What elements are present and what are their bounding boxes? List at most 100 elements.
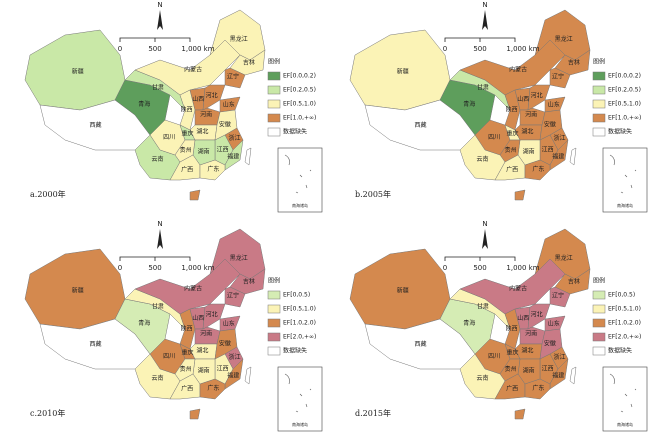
legend-swatch — [267, 304, 281, 314]
province-label: 吉林 — [568, 278, 580, 286]
legend-label: EF[0.5,1.0) — [283, 306, 316, 313]
province-label: 陕西 — [506, 325, 518, 333]
province-label: 新疆 — [397, 287, 409, 295]
province-label: 福建 — [227, 153, 239, 161]
inset-islands — [609, 154, 637, 194]
province-label: 四川 — [163, 134, 175, 141]
scale-bar — [119, 37, 191, 42]
province-label: 浙江 — [553, 353, 565, 361]
legend-label: EF[0,0.5) — [283, 292, 310, 299]
legend-label: EF[2.0,+∞) — [608, 334, 641, 341]
province-label: 湖北 — [521, 128, 533, 136]
province-label: 青海 — [463, 319, 475, 327]
province — [134, 258, 241, 315]
province-label: 广东 — [207, 384, 219, 392]
inset-islands — [284, 373, 312, 413]
province-label: 山西 — [192, 95, 204, 103]
province-label: 内蒙古 — [184, 285, 202, 293]
inset-islands — [284, 154, 312, 194]
province-label: 山西 — [517, 314, 529, 322]
province-label: 广西 — [181, 166, 193, 174]
province-label: 四川 — [488, 134, 500, 141]
province-label: 重庆 — [506, 348, 518, 356]
province-label: 河北 — [531, 92, 543, 100]
province — [524, 378, 551, 400]
province-label: 江西 — [217, 147, 229, 154]
province-label: 黑龙江 — [555, 35, 573, 43]
province-label: 贵州 — [505, 365, 517, 373]
province-label: 云南 — [476, 155, 488, 163]
province-label: 湖北 — [196, 347, 208, 355]
province — [549, 358, 569, 390]
legend-label: EF[0.5,1.0) — [283, 101, 316, 108]
north-label: N — [157, 220, 162, 228]
province-label: 福建 — [227, 372, 239, 380]
legend-label: EF[1.0,2.0) — [608, 320, 641, 327]
legend-swatch — [267, 99, 281, 109]
legend-swatch — [592, 346, 606, 356]
province — [549, 67, 571, 89]
province-label: 安徽 — [219, 121, 231, 129]
province-label: 新疆 — [397, 68, 409, 76]
legend-swatch — [267, 332, 281, 342]
province-label: 甘肃 — [477, 302, 489, 310]
inset-label: 南海诸岛 — [617, 421, 633, 427]
legend-label: EF[1.0,+∞) — [608, 115, 641, 122]
legend-label: EF[0.2,0.5) — [608, 87, 641, 94]
legend-label: EF[0.0,0.2) — [283, 73, 316, 80]
legend-swatch — [592, 290, 606, 300]
province-label: 陕西 — [181, 325, 193, 333]
province-label: 黑龙江 — [230, 35, 248, 43]
province-label: 甘肃 — [152, 302, 164, 310]
province-label: 河北 — [206, 92, 218, 100]
province — [569, 147, 577, 166]
inset-islands — [609, 373, 637, 413]
province-label: 辽宁 — [552, 292, 564, 300]
province-label: 河南 — [200, 330, 212, 338]
legend-label: EF[0.5,1.0) — [608, 306, 641, 313]
province — [569, 366, 577, 385]
province-label: 浙江 — [553, 134, 565, 142]
province-label: 青海 — [463, 100, 475, 108]
province-label: 吉林 — [568, 59, 580, 67]
legend-title: 图例 — [593, 58, 605, 66]
province-label: 辽宁 — [227, 292, 239, 300]
province-label: 吉林 — [243, 59, 255, 67]
province-label: 广东 — [207, 165, 219, 173]
province-label: 河南 — [200, 111, 212, 119]
scale-label: 1,000 km — [506, 264, 539, 272]
inset-frame — [277, 366, 323, 432]
legend-swatch — [592, 127, 606, 137]
province-label: 山东 — [548, 319, 560, 327]
scale-label: 1,000 km — [181, 45, 214, 53]
province — [189, 189, 201, 201]
legend-label: 数据缺失 — [608, 347, 632, 355]
legend-swatch — [592, 85, 606, 95]
province-label: 甘肃 — [152, 83, 164, 91]
province — [549, 139, 569, 171]
province-label: 贵州 — [180, 146, 192, 154]
province-label: 青海 — [138, 100, 150, 108]
province-label: 河南 — [525, 111, 537, 119]
scale-label: 500 — [473, 264, 486, 272]
panel-caption: d.2015年 — [355, 408, 391, 418]
province-label: 西藏 — [415, 121, 427, 129]
province — [244, 366, 252, 385]
scale-label: 1,000 km — [181, 264, 214, 272]
province — [134, 39, 241, 96]
inset-frame — [277, 147, 323, 213]
legend-swatch — [267, 127, 281, 137]
legend-swatch — [592, 99, 606, 109]
province-label: 安徽 — [544, 121, 556, 129]
province — [244, 147, 252, 166]
scale-label: 500 — [148, 264, 161, 272]
province-label: 重庆 — [506, 129, 518, 137]
legend-label: EF[1.0,2.0) — [283, 320, 316, 327]
north-arrow — [482, 10, 488, 30]
province-label: 广西 — [506, 385, 518, 393]
province-label: 湖北 — [521, 347, 533, 355]
